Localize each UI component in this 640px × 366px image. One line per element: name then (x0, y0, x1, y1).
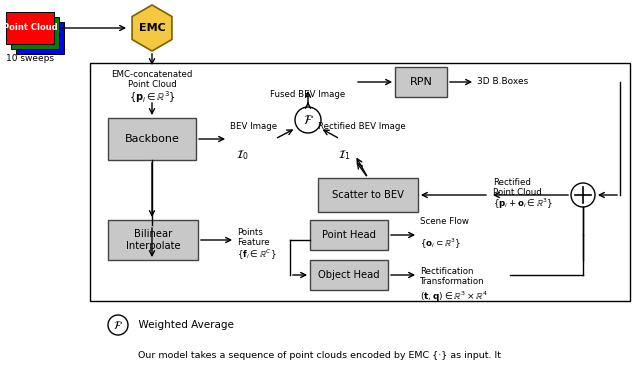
Bar (310, 260, 388, 290)
Text: Rectification
Transformation: Rectification Transformation (420, 267, 484, 287)
Bar (90, 63, 630, 301)
Circle shape (108, 315, 128, 335)
Polygon shape (132, 5, 172, 51)
Text: Backbone: Backbone (125, 134, 179, 144)
Text: Bilinear
Interpolate: Bilinear Interpolate (125, 229, 180, 251)
Text: Scatter to BEV: Scatter to BEV (332, 190, 404, 200)
Text: Scene Flow: Scene Flow (420, 217, 469, 226)
Text: $\mathcal{I}_0$: $\mathcal{I}_0$ (236, 148, 249, 162)
Text: 10 sweeps: 10 sweeps (6, 54, 54, 63)
Text: $\{\mathbf{o}_i \subset \mathbb{R}^3\}$: $\{\mathbf{o}_i \subset \mathbb{R}^3\}$ (420, 237, 461, 251)
Text: EMC: EMC (139, 23, 165, 33)
Text: $(\mathbf{t}, \mathbf{q}) \in \mathbb{R}^3 \times \mathbb{R}^4$: $(\mathbf{t}, \mathbf{q}) \in \mathbb{R}… (420, 290, 488, 305)
Text: $\{\mathbf{p}_i \in \mathbb{R}^3\}$: $\{\mathbf{p}_i \in \mathbb{R}^3\}$ (129, 89, 175, 105)
Bar (108, 118, 196, 160)
Bar (310, 220, 388, 250)
Text: $\mathcal{I}_1$: $\mathcal{I}_1$ (338, 148, 351, 162)
Text: Point Cloud: Point Cloud (3, 23, 58, 33)
Bar (6, 12, 54, 44)
Text: Rectified BEV Image: Rectified BEV Image (318, 122, 406, 131)
Bar (395, 67, 447, 97)
Text: $\{\mathbf{f}_i \in \mathbb{R}^C\}$: $\{\mathbf{f}_i \in \mathbb{R}^C\}$ (237, 248, 276, 262)
Text: 3D B.Boxes: 3D B.Boxes (477, 78, 528, 86)
Text: Point Head: Point Head (322, 230, 376, 240)
Circle shape (571, 183, 595, 207)
Circle shape (295, 107, 321, 133)
Text: Points
Feature: Points Feature (237, 228, 269, 247)
Text: $\mathcal{F}$: $\mathcal{F}$ (303, 113, 314, 127)
Text: $\{\mathbf{p}_i + \mathbf{o}_i \in \mathbb{R}^3\}$: $\{\mathbf{p}_i + \mathbf{o}_i \in \math… (493, 197, 553, 212)
Bar (11, 17, 59, 49)
Text: EMC-concatenated
Point Cloud: EMC-concatenated Point Cloud (111, 70, 193, 89)
Bar (16, 22, 64, 54)
Text: BEV Image: BEV Image (230, 122, 277, 131)
Text: Fused BEV Image: Fused BEV Image (270, 90, 346, 99)
Text: Rectified
Point Cloud: Rectified Point Cloud (493, 178, 541, 197)
Text: Our model takes a sequence of point clouds encoded by EMC {·} as input. It: Our model takes a sequence of point clou… (138, 351, 502, 359)
Text: $\mathcal{F}$: $\mathcal{F}$ (113, 319, 123, 331)
Bar (108, 220, 198, 260)
Bar (318, 178, 418, 212)
Text: Object Head: Object Head (318, 270, 380, 280)
Text: Weighted Average: Weighted Average (132, 320, 234, 330)
Text: RPN: RPN (410, 77, 433, 87)
